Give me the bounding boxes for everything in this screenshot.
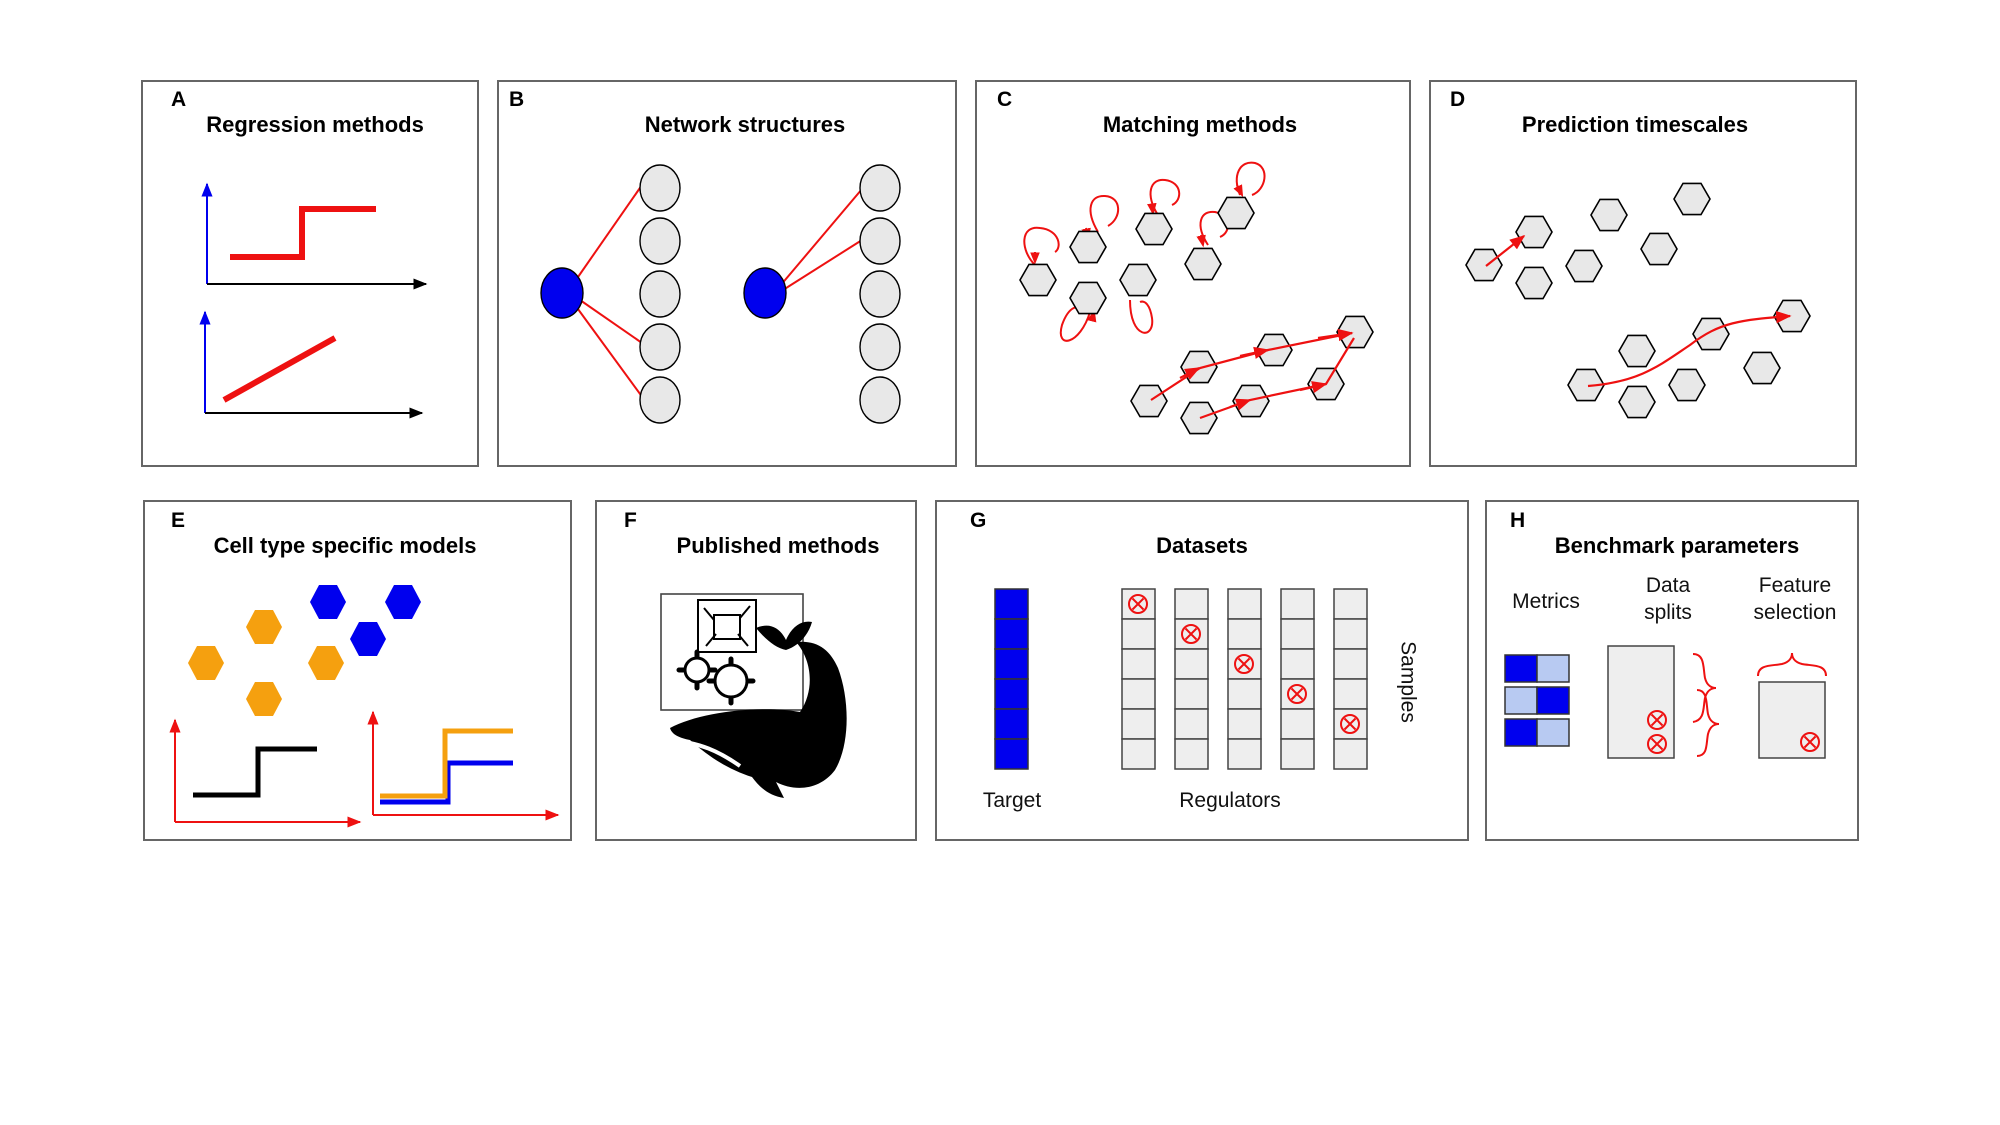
panel-h-graphics — [1504, 645, 1827, 759]
panel-c-graphics — [1019, 161, 1374, 435]
panel-e-graphics — [169, 585, 560, 828]
panel-b-letter: B — [509, 88, 525, 111]
panel-b-graphics — [540, 164, 901, 424]
panel-g-title: Datasets — [1156, 533, 1248, 558]
regulator-columns — [1121, 588, 1368, 770]
panel-e-title: Cell type specific models — [213, 533, 477, 558]
metrics-grid — [1504, 654, 1570, 747]
target-column — [994, 588, 1029, 770]
panel-e-letter: E — [171, 509, 186, 532]
panel-d-letter: D — [1450, 88, 1466, 111]
panel-c-letter: C — [997, 88, 1013, 111]
panel-b-title: Network structures — [644, 112, 846, 137]
panel-f-letter: F — [624, 509, 637, 532]
panel-d-title: Prediction timescales — [1521, 112, 1749, 137]
panel-a-graphics — [199, 182, 428, 419]
panel-a-title: Regression methods — [206, 112, 424, 137]
panel-g-letter: G — [970, 509, 987, 532]
target-label: Target — [982, 789, 1042, 812]
feature-selection-label: Feature selection — [1753, 574, 1837, 624]
whale-with-gears-icon — [660, 593, 847, 798]
samples-label: Samples — [1396, 641, 1420, 723]
panel-g-graphics — [994, 588, 1368, 770]
panel-a-letter: A — [171, 88, 187, 111]
panel-a — [141, 80, 479, 467]
panel-d-graphics — [1465, 182, 1811, 419]
panel-h-letter: H — [1510, 509, 1526, 532]
panel-h-title: Benchmark parameters — [1554, 533, 1800, 558]
metrics-label: Metrics — [1512, 590, 1580, 613]
data-splits-label: Data splits — [1644, 574, 1692, 624]
panel-f-title: Published methods — [676, 533, 880, 558]
regulators-label: Regulators — [1179, 789, 1281, 812]
panel-c-title: Matching methods — [1102, 112, 1298, 137]
